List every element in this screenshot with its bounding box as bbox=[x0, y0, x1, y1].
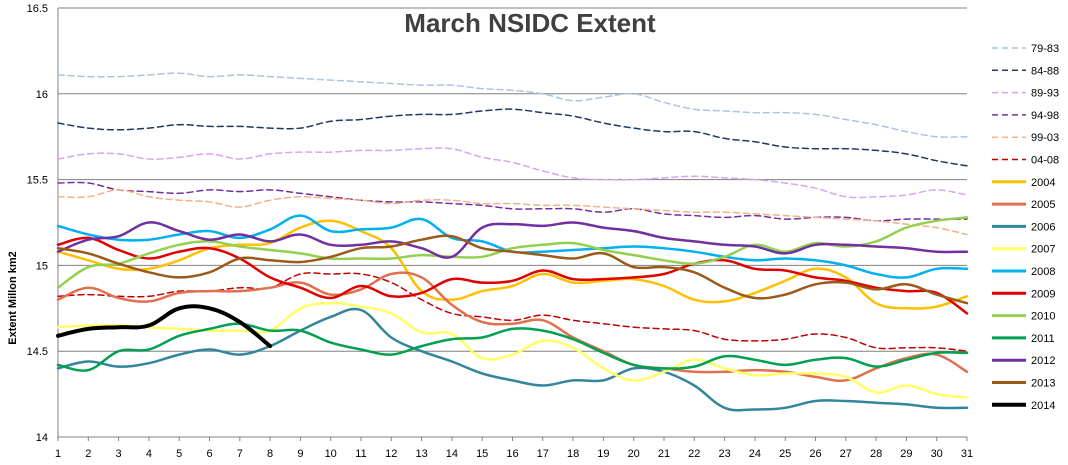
x-tick-label: 22 bbox=[688, 448, 700, 460]
legend-label-2009: 2009 bbox=[1031, 288, 1055, 300]
legend-label-2007: 2007 bbox=[1031, 244, 1055, 256]
x-tick-label: 16 bbox=[506, 448, 518, 460]
x-tick-label: 24 bbox=[749, 448, 761, 460]
series-line-99-03 bbox=[57, 189, 968, 236]
y-tick-label: 14 bbox=[36, 432, 48, 444]
legend-label-2006: 2006 bbox=[1031, 221, 1055, 233]
x-tick-label: 1 bbox=[55, 448, 61, 460]
series-line-2005 bbox=[56, 271, 969, 382]
series-line-2010 bbox=[56, 216, 969, 289]
x-tick-label: 31 bbox=[961, 448, 973, 460]
x-tick-label: 19 bbox=[597, 448, 609, 460]
x-tick-label: 4 bbox=[146, 448, 152, 460]
x-tick-label: 7 bbox=[237, 448, 243, 460]
series-line-84-88 bbox=[57, 108, 968, 167]
series-line-2006 bbox=[56, 307, 969, 412]
series-line-79-83 bbox=[57, 72, 968, 138]
x-tick-label: 15 bbox=[476, 448, 488, 460]
legend-label-2004: 2004 bbox=[1031, 177, 1055, 189]
x-tick-label: 8 bbox=[267, 448, 273, 460]
legend-label-84-88: 84-88 bbox=[1031, 65, 1059, 77]
x-tick-label: 25 bbox=[779, 448, 791, 460]
legend-label-2005: 2005 bbox=[1031, 199, 1055, 211]
x-tick-label: 21 bbox=[658, 448, 670, 460]
legend-label-89-93: 89-93 bbox=[1031, 88, 1059, 100]
x-tick-label: 13 bbox=[415, 448, 427, 460]
x-tick-label: 30 bbox=[931, 448, 943, 460]
legend: 79-83 84-88 89-93 94-98 99-03 04-08 2004 2005 20… bbox=[992, 43, 1059, 412]
x-tick-label: 29 bbox=[900, 448, 912, 460]
x-tick-label: 11 bbox=[355, 448, 366, 460]
series-line-2009 bbox=[56, 236, 969, 315]
series-line-2012 bbox=[56, 221, 969, 259]
x-tick-label: 28 bbox=[870, 448, 882, 460]
x-tick-label: 9 bbox=[297, 448, 303, 460]
legend-label-04-08: 04-08 bbox=[1031, 155, 1059, 167]
legend-label-99-03: 99-03 bbox=[1031, 132, 1059, 144]
y-tick-label: 15 bbox=[36, 260, 48, 272]
legend-label-2010: 2010 bbox=[1031, 311, 1055, 323]
x-tick-label: 23 bbox=[718, 448, 730, 460]
legend-label-2014: 2014 bbox=[1031, 400, 1055, 412]
y-tick-label: 15.5 bbox=[27, 175, 48, 187]
legend-label-94-98: 94-98 bbox=[1031, 110, 1059, 122]
y-tick-label: 16 bbox=[36, 89, 48, 101]
x-tick-label: 14 bbox=[446, 448, 458, 460]
series-line-2007 bbox=[56, 301, 969, 399]
y-tick-label: 14.5 bbox=[27, 346, 48, 358]
series-line-2013 bbox=[56, 234, 969, 305]
x-tick-label: 20 bbox=[628, 448, 640, 460]
x-tick-label: 18 bbox=[567, 448, 579, 460]
x-tick-label: 6 bbox=[206, 448, 212, 460]
x-tick-label: 26 bbox=[809, 448, 821, 460]
legend-label-2011: 2011 bbox=[1031, 333, 1055, 345]
chart-title: March NSIDC Extent bbox=[404, 8, 656, 38]
legend-label-2008: 2008 bbox=[1031, 266, 1055, 278]
x-tick-label: 5 bbox=[176, 448, 182, 460]
legend-label-2013: 2013 bbox=[1031, 378, 1055, 390]
y-tick-label: 16.5 bbox=[27, 3, 48, 15]
series-line-2014 bbox=[56, 304, 273, 349]
series-line-2011 bbox=[56, 322, 969, 372]
x-tick-label: 17 bbox=[537, 448, 549, 460]
legend-label-79-83: 79-83 bbox=[1031, 43, 1059, 55]
series-lines bbox=[56, 72, 969, 412]
x-tick-label: 2 bbox=[85, 448, 91, 460]
legend-label-2012: 2012 bbox=[1031, 355, 1055, 367]
series-line-89-93 bbox=[57, 147, 968, 199]
y-axis-label: Extent Millon km2 bbox=[7, 251, 19, 345]
x-tick-label: 12 bbox=[385, 448, 397, 460]
x-tick-label: 3 bbox=[116, 448, 122, 460]
x-tick-label: 10 bbox=[325, 448, 337, 460]
x-tick-label: 27 bbox=[840, 448, 852, 460]
